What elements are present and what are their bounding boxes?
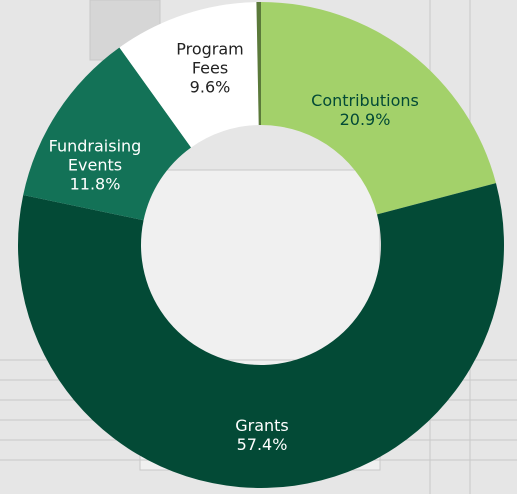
donut-slice <box>17 183 504 489</box>
slice-label: Grants 57.4% <box>182 416 342 454</box>
category-name: Contributions <box>311 91 419 110</box>
category-name: Grants <box>235 416 289 435</box>
donut-slice <box>23 47 192 221</box>
category-name: Fundraising Events <box>48 136 142 175</box>
value-label: 20.9% <box>339 110 391 129</box>
donut-slice <box>119 2 259 148</box>
value-label: 57.4% <box>236 435 288 454</box>
category-name: Program Fees <box>176 39 244 78</box>
value-label: 11.8% <box>69 174 121 194</box>
slice-label: Contributions 20.9% <box>285 91 445 129</box>
value-label: 9.6% <box>189 77 231 97</box>
slice-label: Program Fees 9.6% <box>163 40 258 97</box>
slice-label: Fundraising Events 11.8% <box>30 137 160 194</box>
donut-slice <box>256 2 261 126</box>
donut-slice <box>261 2 496 215</box>
